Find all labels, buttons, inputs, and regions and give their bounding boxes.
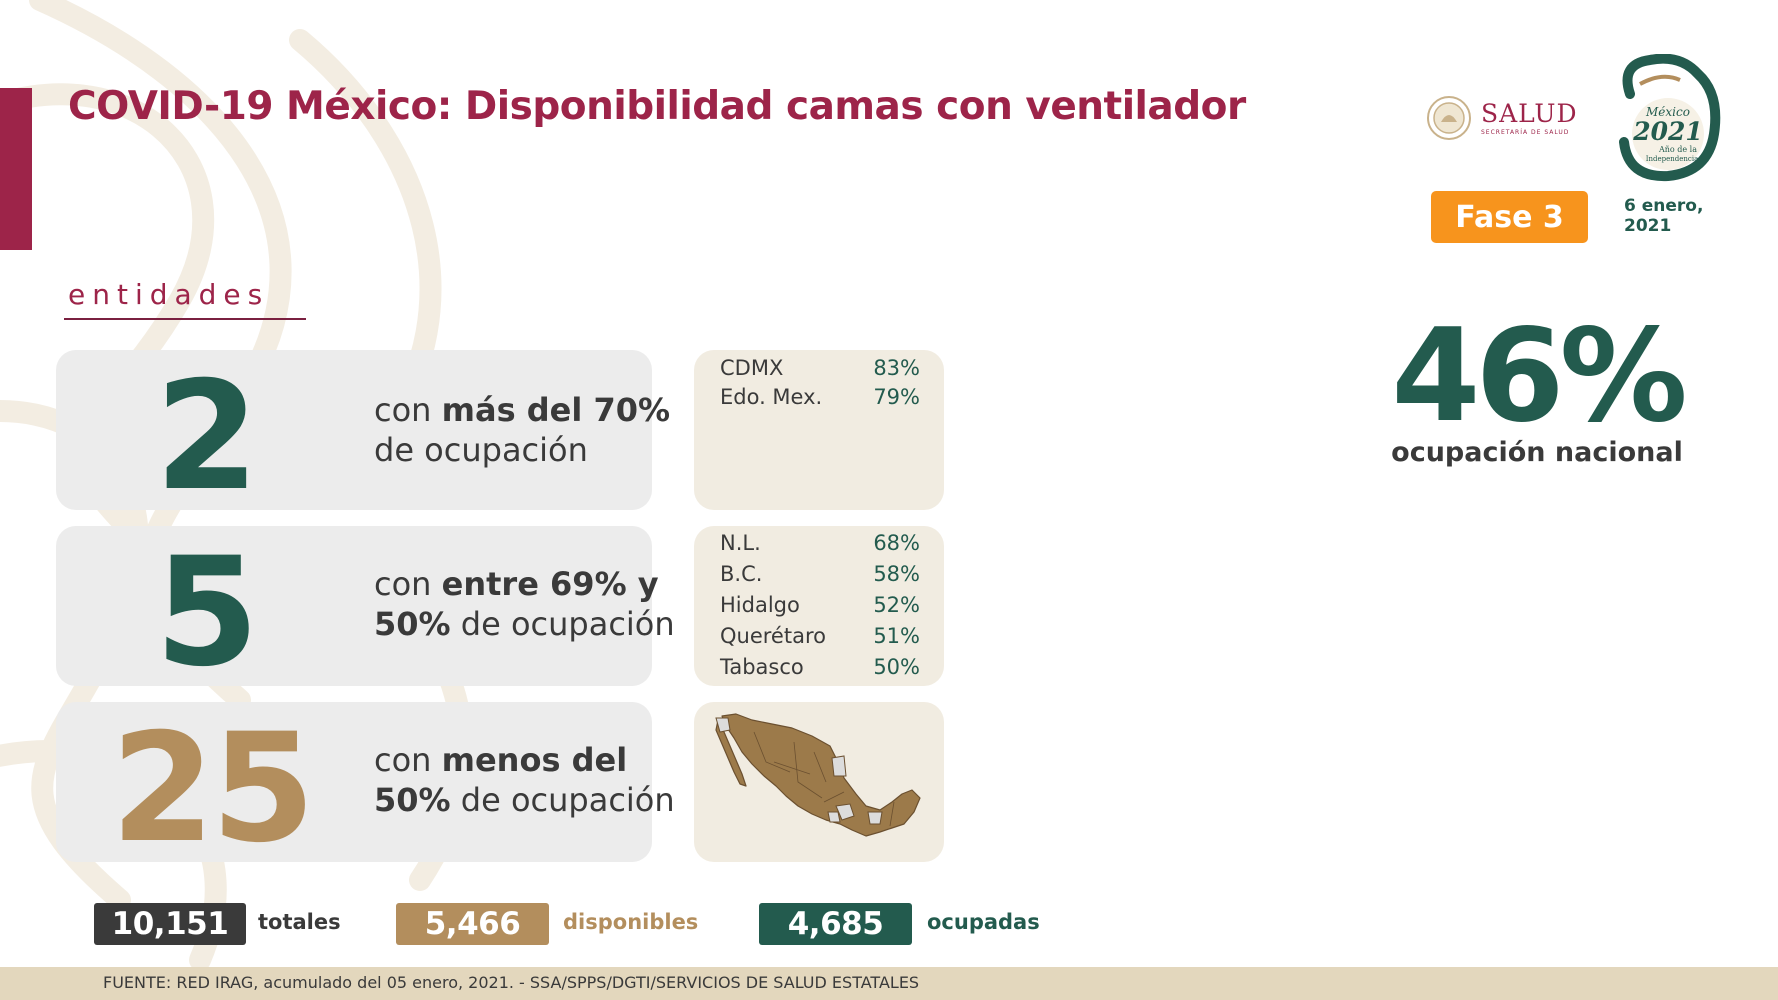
mexico-map	[715, 713, 921, 837]
coat-of-arms-icon	[1427, 96, 1471, 140]
row-text-mid: con entre 69% y 50% de ocupación	[374, 564, 675, 644]
available-beds-value: 5,466	[396, 903, 549, 945]
occupied-beds-label: ocupadas	[927, 910, 1040, 934]
row-text-post: de ocupación	[450, 781, 675, 819]
list-item: Querétaro 51%	[720, 624, 920, 648]
total-beds-label: totales	[258, 910, 341, 934]
row-card-high: 2 con más del 70% de ocupación	[56, 350, 670, 524]
row-text-bold2: 50%	[374, 605, 451, 643]
list-item: CDMX 83%	[720, 356, 920, 380]
list-item: Edo. Mex. 79%	[720, 385, 920, 409]
row-card-mid: 5 con entre 69% y 50% de ocupación	[56, 526, 675, 700]
state-pct: 83%	[873, 356, 920, 380]
state-name: Hidalgo	[720, 593, 800, 617]
count-high: 2	[154, 350, 259, 524]
state-pct: 68%	[873, 531, 920, 555]
total-beds-value: 10,151	[94, 903, 246, 945]
row-text-pre: con	[374, 391, 442, 429]
list-item: Hidalgo 52%	[720, 593, 920, 617]
section-label: entidades	[68, 278, 270, 311]
state-name: CDMX	[720, 356, 784, 380]
mexico-logo-line1: México	[1645, 105, 1690, 119]
count-mid: 5	[154, 526, 259, 700]
state-name: Edo. Mex.	[720, 385, 823, 409]
available-beds-label: disponibles	[563, 910, 699, 934]
list-item: B.C. 58%	[720, 562, 920, 586]
list-item: Tabasco 50%	[720, 655, 920, 679]
source-note: FUENTE: RED IRAG, acumulado del 05 enero…	[103, 973, 920, 992]
mexico-logo-year: 2021	[1632, 117, 1703, 146]
row-text-bold: menos del	[441, 741, 628, 779]
row-text-post: de ocupación	[374, 431, 588, 469]
state-name: Querétaro	[720, 624, 826, 648]
row-text-bold: más del 70%	[441, 391, 671, 429]
list-item: N.L. 68%	[720, 531, 920, 555]
mexico-map-card	[694, 702, 944, 862]
row-text-high: con más del 70% de ocupación	[374, 390, 670, 470]
salud-logo-subtitle: SECRETARÍA DE SALUD	[1481, 128, 1570, 136]
row-text-low: con menos del 50% de ocupación	[374, 740, 675, 820]
occupied-beds-value: 4,685	[759, 903, 912, 945]
phase-badge: Fase 3	[1431, 191, 1588, 243]
report-date: 6 enero, 2021	[1624, 196, 1704, 236]
row-text-pre: con	[374, 741, 442, 779]
row-text-bold: entre 69% y	[441, 565, 659, 603]
serpent-icon: México 2021 Año de la Independencia	[1619, 53, 1721, 182]
row-text-pre: con	[374, 565, 442, 603]
salud-logo-text: SALUD	[1481, 98, 1578, 128]
state-pct: 79%	[873, 385, 920, 409]
state-pct: 52%	[873, 593, 920, 617]
salud-logo: SALUD SECRETARÍA DE SALUD	[1425, 92, 1585, 144]
mexico-logo-line3: Independencia	[1646, 155, 1699, 163]
row-card-low: 25 con menos del 50% de ocupación	[56, 702, 675, 876]
accent-bar	[0, 88, 32, 250]
state-pct: 50%	[873, 655, 920, 679]
row-text-post: de ocupación	[450, 605, 675, 643]
page-title: COVID-19 México: Disponibilidad camas co…	[68, 84, 1246, 129]
mid-occupancy-list: N.L. 68% B.C. 58% Hidalgo 52% Querétaro 51% …	[694, 526, 944, 686]
high-occupancy-list: CDMX 83% Edo. Mex. 79%	[694, 350, 944, 510]
national-occupancy-label: ocupación nacional	[1391, 437, 1683, 468]
count-low: 25	[110, 702, 316, 876]
mexico-2021-logo: México 2021 Año de la Independencia	[1610, 53, 1724, 182]
state-name: B.C.	[720, 562, 763, 586]
row-text-bold2: 50%	[374, 781, 451, 819]
state-name: N.L.	[720, 531, 761, 555]
section-underline	[64, 318, 306, 320]
state-pct: 58%	[873, 562, 920, 586]
footer-bar: FUENTE: RED IRAG, acumulado del 05 enero…	[0, 967, 1778, 1000]
mexico-logo-line2: Año de la	[1658, 145, 1697, 154]
state-pct: 51%	[873, 624, 920, 648]
national-occupancy: 46%	[1391, 302, 1687, 451]
state-name: Tabasco	[720, 655, 804, 679]
